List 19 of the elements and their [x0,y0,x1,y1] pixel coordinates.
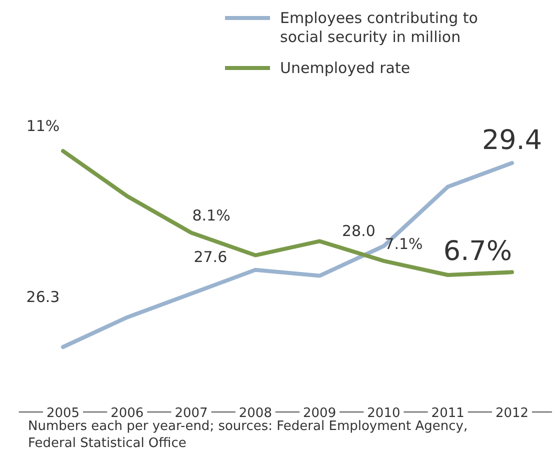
legend-label: Employees contributing to social security in million [280,9,478,46]
data-label: 6.7% [443,236,512,268]
data-label: 7.1% [384,234,423,253]
data-label: 8.1% [192,206,230,225]
data-label: 26.3 [26,288,60,306]
x-tick-label: 2007 [174,406,208,421]
x-tick-label: 2005 [46,406,80,421]
x-tick-label: 2006 [110,406,144,421]
legend-label: Unemployed rate [280,59,410,77]
x-tick-label: 2010 [367,406,400,421]
data-label: 11% [26,117,60,135]
data-label: 29.4 [482,125,542,156]
x-tick-label: 2009 [303,406,336,421]
data-label: 27.6 [194,248,228,266]
x-tick-label: 2011 [431,406,464,421]
x-tick-label: 2008 [238,406,272,421]
data-label: 28.0 [342,222,376,240]
text: Numbers each per year-end; sources: Federal Employment Agency, Federal Statistical Office [28,419,468,451]
x-tick-label: 2012 [495,406,529,421]
